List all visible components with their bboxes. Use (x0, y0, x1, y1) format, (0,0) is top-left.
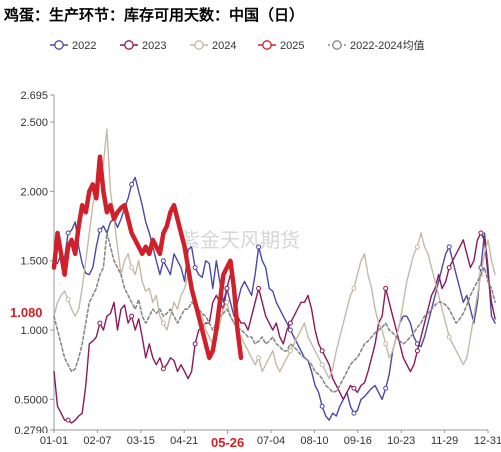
series-point (97, 227, 103, 233)
x-tick-label-bg (384, 433, 419, 447)
x-tick-highlight-bg (203, 434, 252, 451)
x-axis-ticks: 01-01 02-07 03-15 04-21 05-26 07-04 08-10 09-16… (37, 430, 501, 451)
series-point (97, 320, 103, 326)
latest-value-label: 1.080 (10, 305, 43, 320)
legend-label: 2022 (72, 40, 96, 52)
x-tick-label-bg (167, 433, 202, 447)
series-point (287, 327, 293, 333)
x-tick-label: 02-07 (83, 435, 111, 447)
legend-swatch-marker (124, 40, 134, 50)
series-point (414, 244, 420, 250)
series-point (224, 299, 230, 305)
series-point (383, 341, 389, 347)
y-tick-label: 0.5000 (14, 394, 48, 406)
y-tick-label: 2.695 (20, 90, 48, 102)
y-tick-label: 2.500 (20, 117, 48, 129)
series-point (160, 320, 166, 326)
series-line-3 (51, 154, 244, 361)
legend-swatch-marker (262, 40, 272, 50)
x-tick-label: 04-21 (170, 435, 198, 447)
chart-title: 鸡蛋：生产环节：库存可用天数：中国（日） (4, 6, 305, 24)
x-tick-label: 01-01 (40, 435, 68, 447)
series-point (192, 341, 198, 347)
series-point (351, 385, 357, 391)
legend-swatch-marker (194, 40, 204, 50)
series-point (65, 417, 71, 423)
x-tick-label-bg (427, 433, 462, 447)
legend-label: 2022-2024均值 (350, 39, 425, 52)
x-tick-label: 03-15 (127, 435, 155, 447)
y-tick-label: 2.000 (20, 186, 48, 198)
series-point (160, 258, 166, 264)
legend-label: 2023 (142, 40, 166, 52)
x-tick-label-bg (254, 433, 288, 447)
x-tick-label-bg (123, 433, 158, 447)
x-tick-label: 07-04 (257, 435, 285, 447)
series-point (319, 403, 325, 409)
x-tick-label: 09-16 (344, 435, 372, 447)
x-tick-label: 11-29 (431, 435, 458, 447)
series-point (351, 410, 357, 416)
series-point (446, 334, 452, 340)
series-point (351, 285, 357, 291)
x-tick-label: 12-31 (474, 435, 501, 447)
legend-label: 2025 (280, 40, 304, 52)
y-tick-label: 1.500 (20, 256, 48, 268)
series-point (383, 385, 389, 391)
series-line-0 (53, 176, 496, 421)
x-tick-label-bg (297, 433, 332, 447)
legend: 2022 2023 2024 2025 2022-2024均值 (50, 39, 425, 52)
series-point (446, 244, 452, 250)
series-point (160, 366, 166, 372)
x-tick-label: 10-23 (387, 435, 415, 447)
x-tick-label: 08-10 (300, 435, 328, 447)
series-point (129, 313, 135, 319)
x-tick-label-bg (80, 433, 115, 447)
legend-label: 2024 (212, 40, 236, 52)
series-point (287, 320, 293, 326)
series-group (51, 128, 496, 424)
series-point (129, 181, 135, 187)
series-point (65, 230, 71, 236)
series-line-2 (53, 128, 496, 380)
x-tick-label-bg (37, 433, 71, 447)
legend-swatch-marker (54, 40, 64, 50)
series-point (256, 285, 262, 291)
legend-swatch-marker (332, 40, 342, 50)
watermark: 紫金天风期货 (180, 228, 300, 252)
series-point (319, 348, 325, 354)
series-line-4 (53, 232, 496, 394)
series-line-1 (53, 232, 496, 424)
series-point (224, 285, 230, 291)
x-tick-label-bg (471, 433, 501, 447)
series-point (65, 297, 71, 303)
series-point (414, 348, 420, 354)
series-point (256, 355, 262, 361)
series-point (256, 244, 262, 250)
x-tick-label-highlight: 05-26 (211, 435, 244, 450)
series-point (383, 285, 389, 291)
y-tick-label: 1.000 (20, 325, 48, 337)
x-tick-label-bg (340, 433, 375, 447)
series-point (446, 265, 452, 271)
series-point (192, 265, 198, 271)
series-point (478, 230, 484, 236)
series-point (287, 348, 293, 354)
series-point (319, 362, 325, 368)
series-point (129, 265, 135, 271)
